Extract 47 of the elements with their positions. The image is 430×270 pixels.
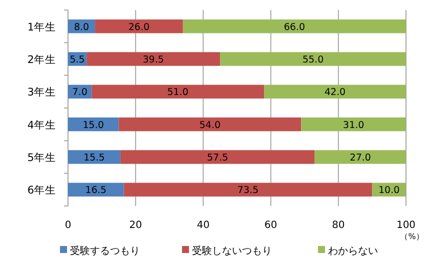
data-label: 73.5 [237, 185, 259, 196]
data-label: 54.0 [199, 120, 221, 131]
bar [220, 52, 406, 66]
data-label: 26.0 [128, 22, 150, 33]
data-label: 16.5 [85, 185, 106, 196]
bar [301, 117, 406, 132]
data-label: 8.0 [74, 22, 90, 33]
x-tick-label: 80 [332, 220, 345, 231]
data-label: 39.5 [142, 54, 164, 66]
x-tick-label: 100 [396, 220, 416, 231]
data-label: 15.5 [84, 152, 105, 164]
data-label: 51.0 [167, 87, 188, 98]
y-tick-label: 3年生 [27, 86, 56, 99]
y-tick-label: 2年生 [27, 53, 56, 66]
bar [124, 182, 372, 197]
data-label: 10.0 [378, 185, 400, 196]
bar [86, 52, 220, 66]
data-label: 5.5 [70, 54, 85, 66]
data-label: 66.0 [284, 22, 306, 33]
x-tick-label: 0 [64, 220, 72, 231]
x-tick-label: 40 [196, 220, 210, 231]
bar [68, 182, 124, 197]
data-label: 57.5 [206, 152, 228, 164]
bar [120, 150, 315, 164]
data-label: 7.0 [72, 87, 88, 98]
y-tick-label: 5年生 [27, 151, 56, 164]
data-label: 15.0 [82, 120, 104, 131]
y-tick-label: 4年生 [27, 118, 56, 132]
legend-label: わからない [328, 246, 378, 257]
x-tick-label: 60 [264, 220, 278, 231]
y-tick-label: 6年生 [27, 184, 56, 197]
bar [92, 84, 264, 99]
bar [314, 150, 406, 164]
data-label: 55.0 [302, 54, 324, 66]
bar [68, 150, 120, 164]
x-tick-label: 20 [129, 220, 142, 231]
data-label: 31.0 [343, 120, 364, 131]
bar [95, 19, 183, 34]
data-label: 27.0 [350, 152, 371, 164]
y-tick-label: 1年生 [27, 20, 56, 34]
legend-label: 受験しないつもり [192, 245, 272, 257]
bar [118, 117, 302, 132]
x-axis-title: （%） [400, 232, 424, 241]
bar [264, 84, 406, 99]
data-label: 42.0 [324, 87, 346, 98]
legend-label: 受験するつもり [70, 245, 140, 257]
bar [182, 19, 406, 34]
